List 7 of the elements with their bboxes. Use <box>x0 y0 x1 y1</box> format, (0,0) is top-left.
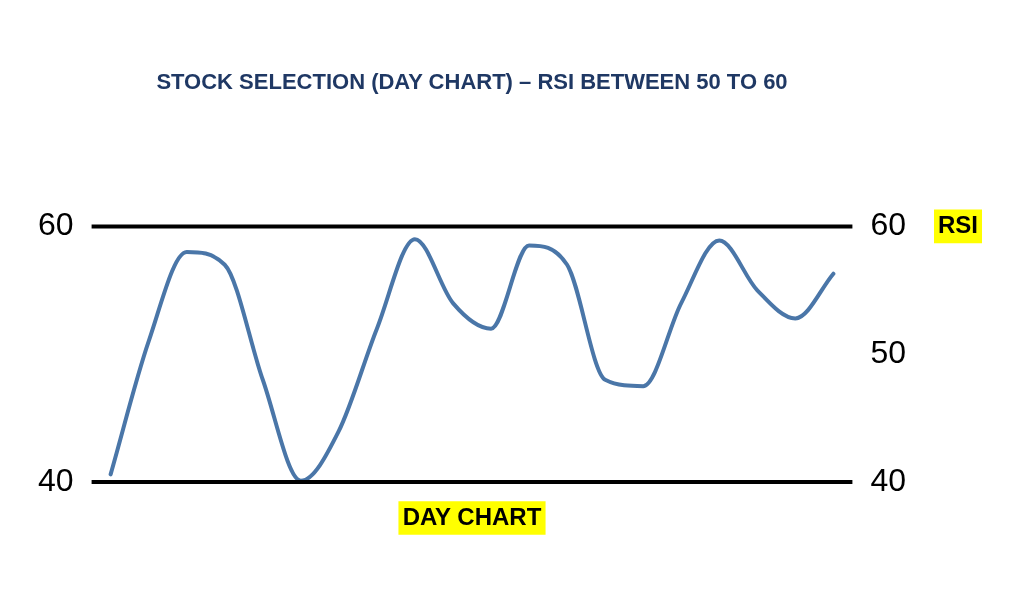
y2-tick-label: 50 <box>870 334 906 371</box>
y2-tick-label: 60 <box>870 206 906 243</box>
line-series <box>108 237 836 483</box>
chart-title: STOCK SELECTION (DAY CHART) – RSI BETWEEN 50 TO 60 <box>156 69 788 95</box>
x-axis-title: DAY CHART <box>402 502 542 530</box>
y2-axis-title: RSI <box>938 211 979 239</box>
y2-tick-label: 40 <box>870 461 906 498</box>
